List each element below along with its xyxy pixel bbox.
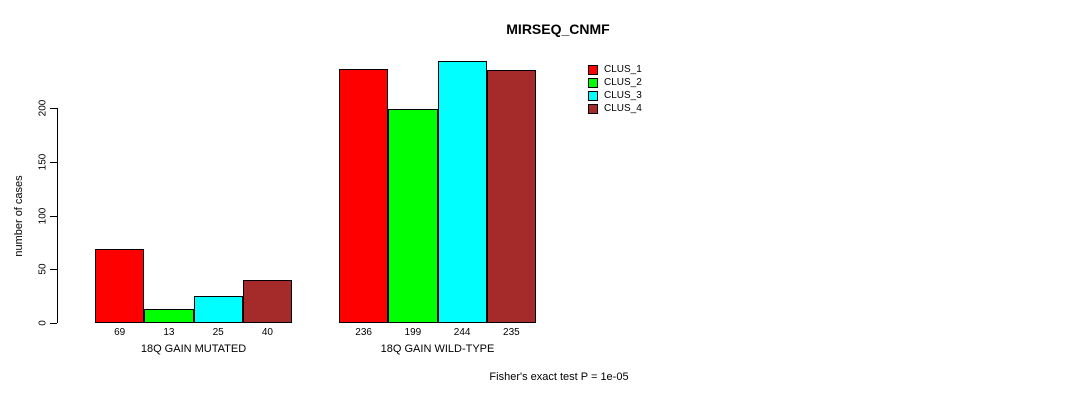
bar-value-label: 244 [453, 327, 471, 338]
bar-clus_3-group2 [437, 60, 487, 323]
bar-value-label: 69 [114, 327, 126, 338]
chart-title: MIRSEQ_CNMF [506, 21, 610, 37]
legend-label: CLUS_2 [604, 77, 642, 88]
x-group-label: 18Q GAIN WILD-TYPE [380, 343, 495, 355]
legend-swatch-icon [588, 103, 598, 114]
bar-value-label: 199 [404, 327, 422, 338]
y-tick [50, 161, 57, 163]
fisher-test-note: Fisher's exact test P = 1e-05 [489, 371, 629, 383]
legend-swatch-icon [588, 77, 598, 88]
y-axis-label: number of cases [13, 175, 25, 257]
bar-clus_4-group1 [242, 280, 292, 323]
bar-value-label: 235 [503, 327, 520, 338]
legend-swatch-icon [588, 64, 598, 75]
bar-clus_2-group1 [144, 309, 194, 323]
legend-label: CLUS_1 [604, 64, 642, 75]
y-tick-label: 150 [37, 153, 49, 171]
bar-clus_1-group1 [95, 248, 145, 323]
y-tick [50, 215, 57, 217]
legend-label: CLUS_3 [604, 90, 642, 101]
legend-label: CLUS_4 [604, 103, 642, 114]
legend-swatch-icon [588, 90, 598, 101]
legend-item-clus_4: CLUS_4 [588, 102, 642, 115]
bar-value-label: 13 [163, 327, 175, 338]
y-tick-label: 200 [37, 99, 49, 117]
bar-value-label: 236 [355, 327, 372, 338]
y-tick-label: 0 [37, 320, 49, 326]
y-axis-line [57, 108, 58, 323]
bar-clus_3-group1 [193, 296, 243, 323]
y-tick [50, 269, 57, 271]
legend: CLUS_1 CLUS_2 CLUS_3 CLUS_4 [588, 63, 642, 115]
bar-clus_2-group2 [388, 109, 438, 323]
y-tick-label: 100 [37, 207, 49, 224]
bar-clus_4-group2 [486, 70, 536, 323]
y-tick [50, 323, 57, 324]
bar-value-label: 25 [212, 327, 224, 338]
bar-value-label: 40 [261, 327, 273, 338]
legend-item-clus_2: CLUS_2 [588, 76, 642, 89]
legend-item-clus_3: CLUS_3 [588, 89, 642, 102]
y-tick-label: 50 [37, 263, 49, 275]
bar-clus_1-group2 [339, 69, 389, 323]
x-group-label: 18Q GAIN MUTATED [140, 343, 247, 355]
legend-item-clus_1: CLUS_1 [588, 63, 642, 76]
y-tick [50, 108, 57, 109]
